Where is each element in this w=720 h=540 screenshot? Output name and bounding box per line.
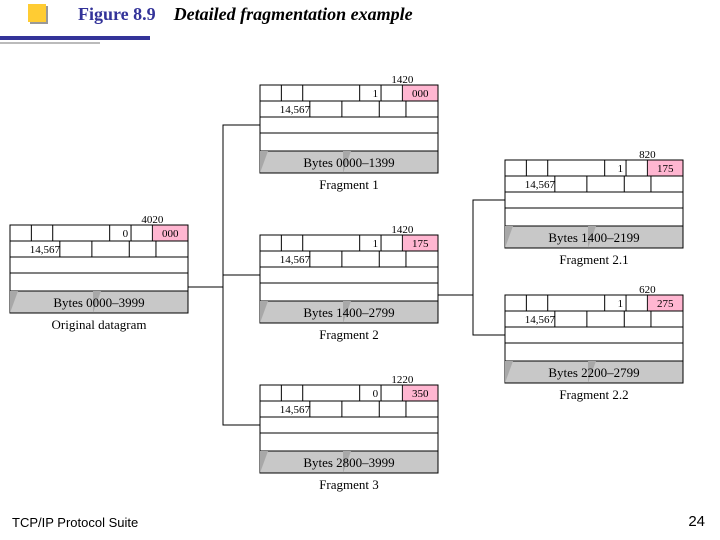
svg-text:Fragment 2.2: Fragment 2.2	[559, 387, 628, 402]
svg-text:Original datagram: Original datagram	[52, 317, 147, 332]
page-number: 24	[688, 513, 705, 530]
svg-text:1: 1	[618, 163, 624, 175]
svg-text:000: 000	[412, 88, 429, 100]
svg-text:Bytes 2200–2799: Bytes 2200–2799	[548, 365, 639, 380]
svg-text:1: 1	[373, 88, 379, 100]
svg-text:0: 0	[123, 228, 129, 240]
svg-text:4020: 4020	[141, 214, 164, 226]
packet-f1: 1420 1 000 14,567 Bytes 0000–1399 Fragment 1	[260, 74, 438, 192]
svg-text:820: 820	[639, 149, 656, 161]
accent-bar-shadow	[0, 42, 100, 44]
svg-text:1420: 1420	[391, 224, 414, 236]
fragmentation-diagram: 4020000014,567Bytes 0000–3999Original da…	[0, 50, 720, 520]
svg-text:Bytes 0000–1399: Bytes 0000–1399	[303, 155, 394, 170]
figure-number: Figure 8.9	[78, 4, 156, 24]
svg-text:Fragment 1: Fragment 1	[319, 177, 379, 192]
figure-caption: Detailed fragmentation example	[174, 4, 413, 24]
packet-f22: 620 1 275 14,567 Bytes 2200–2799 Fragment 2.2	[505, 284, 683, 402]
packet-orig: 4020000014,567Bytes 0000–3999Original da…	[10, 214, 188, 332]
svg-text:14,567: 14,567	[280, 104, 311, 116]
svg-text:620: 620	[639, 284, 656, 296]
svg-text:Bytes 2800–3999: Bytes 2800–3999	[303, 455, 394, 470]
footer-left: TCP/IP Protocol Suite	[12, 515, 138, 530]
svg-text:14,567: 14,567	[280, 254, 311, 266]
svg-text:Fragment 2: Fragment 2	[319, 327, 379, 342]
packet-f21: 820 1 175 14,567 Bytes 1400–2199 Fragment 2.1	[505, 149, 683, 267]
svg-text:Bytes 0000–3999: Bytes 0000–3999	[53, 295, 144, 310]
svg-text:Fragment 2.1: Fragment 2.1	[559, 252, 628, 267]
figure-title: Figure 8.9 Detailed fragmentation exampl…	[78, 4, 413, 25]
svg-text:1: 1	[373, 238, 379, 250]
svg-text:Bytes 1400–2799: Bytes 1400–2799	[303, 305, 394, 320]
svg-text:14,567: 14,567	[280, 404, 311, 416]
svg-text:0: 0	[373, 388, 379, 400]
svg-text:1420: 1420	[391, 74, 414, 86]
svg-text:000: 000	[162, 228, 179, 240]
packet-f3: 1220 0 350 14,567 Bytes 2800–3999 Fragment 3	[260, 374, 438, 492]
svg-text:275: 275	[657, 298, 674, 310]
bullet-icon	[28, 4, 46, 22]
svg-text:350: 350	[412, 388, 429, 400]
svg-text:Fragment 3: Fragment 3	[319, 477, 379, 492]
svg-text:14,567: 14,567	[525, 314, 556, 326]
packet-f2: 1420 1 175 14,567 Bytes 1400–2799 Fragment 2	[260, 224, 438, 342]
svg-text:175: 175	[412, 238, 429, 250]
svg-text:14,567: 14,567	[30, 244, 61, 256]
svg-text:1: 1	[618, 298, 624, 310]
svg-text:14,567: 14,567	[525, 179, 556, 191]
svg-text:Bytes 1400–2199: Bytes 1400–2199	[548, 230, 639, 245]
svg-text:1220: 1220	[391, 374, 414, 386]
svg-text:175: 175	[657, 163, 674, 175]
accent-bar	[0, 36, 150, 40]
